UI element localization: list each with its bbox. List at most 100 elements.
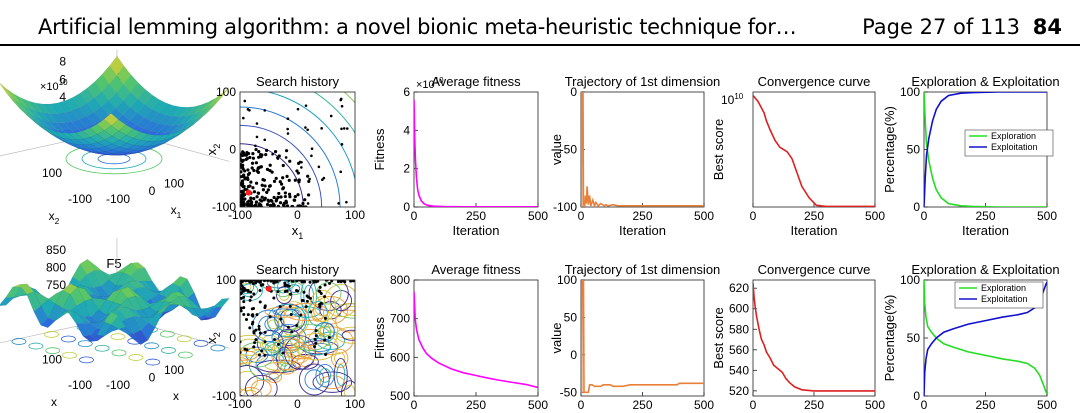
search-point: [305, 299, 309, 303]
search-point: [243, 99, 247, 103]
search-point: [287, 280, 291, 282]
search-point: [349, 280, 353, 283]
contour-line: [240, 355, 252, 367]
search-point: [266, 198, 270, 202]
series-line: [924, 92, 1047, 207]
search-point: [281, 351, 285, 355]
surface-patch: [214, 298, 230, 308]
x-tick-label: 100: [345, 397, 365, 411]
search-point: [255, 195, 259, 199]
y-tick-label: 50: [564, 310, 578, 324]
x-tick-label: 0: [578, 398, 585, 412]
contour-line: [327, 303, 355, 340]
search-point: [342, 127, 346, 130]
search-point: [297, 180, 301, 184]
search-point: [240, 280, 244, 284]
search-point: [252, 345, 256, 349]
contour-line: [144, 342, 159, 350]
y-tick-label: 620: [729, 281, 749, 295]
search-point: [257, 202, 261, 206]
search-point: [287, 284, 291, 288]
chart-title: Average fitness: [431, 74, 521, 89]
search-point: [261, 177, 265, 182]
y-tick-label: 0: [229, 331, 236, 345]
contour-line: [145, 358, 161, 366]
contour-line: [304, 369, 325, 390]
search-point: [295, 169, 299, 173]
y-tick-label: 700: [390, 312, 410, 326]
search-point: [310, 154, 313, 158]
search-point: [345, 200, 348, 204]
chart-title: Search history: [256, 262, 340, 277]
search-point: [267, 184, 272, 188]
search-point: [240, 351, 242, 355]
search-point: [318, 285, 322, 289]
x-tick-label: 500: [694, 398, 714, 412]
x-tick-label: 250: [975, 398, 995, 412]
search-point: [283, 282, 287, 286]
z-tick-label: 750: [46, 278, 66, 292]
search-point: [285, 204, 290, 207]
search-point: [250, 322, 254, 326]
search-point: [246, 168, 250, 172]
legend-label: Exploitation: [991, 142, 1038, 152]
search-point: [339, 98, 342, 102]
search-point: [314, 329, 318, 333]
search-point: [256, 166, 260, 171]
search-point: [330, 280, 334, 283]
search-point: [265, 202, 270, 207]
search-point: [278, 180, 282, 184]
contour-line: [284, 335, 316, 370]
y-tick-label: -100: [553, 200, 577, 214]
search-point: [258, 300, 262, 304]
search-point: [262, 280, 266, 283]
surface-patch: [0, 296, 14, 306]
contour-line: [61, 335, 76, 343]
search-point: [242, 295, 246, 299]
y-tick-label: 2: [403, 162, 410, 176]
contour-line: [265, 370, 283, 383]
search-point: [251, 205, 255, 207]
y-axis-label: Percentage(%): [882, 106, 897, 193]
search-point: [317, 165, 321, 169]
x-tick-label: 500: [865, 398, 885, 412]
search-point: [288, 292, 292, 296]
contour-line: [335, 303, 355, 319]
search-point: [251, 152, 255, 156]
chart-title: Search history: [256, 74, 340, 89]
contour-line: [161, 347, 176, 354]
search-point: [241, 150, 245, 154]
plot-frame: [413, 91, 539, 208]
contour-line: [250, 379, 272, 396]
search-point: [283, 191, 287, 195]
search-point: [286, 325, 290, 329]
x-tick-label: 250: [804, 209, 824, 223]
search-point: [263, 109, 267, 112]
search-point: [248, 298, 252, 302]
contour-line: [11, 338, 27, 345]
x-tick-label: -100: [68, 378, 92, 392]
contour-line: [303, 337, 331, 356]
contour-line: [240, 334, 268, 356]
search-point: [242, 306, 246, 310]
search-point: [254, 200, 259, 204]
plot-frame: [752, 279, 876, 397]
search-point: [301, 280, 305, 283]
contour-line: [315, 363, 335, 387]
search-point: [272, 195, 276, 200]
search-point: [253, 341, 257, 345]
search-point: [263, 304, 267, 308]
search-point: [263, 196, 267, 200]
y-tick-label: 600: [729, 302, 749, 316]
x-tick-label: 0: [750, 398, 757, 412]
search-point: [324, 352, 328, 356]
search-point: [248, 109, 251, 112]
contour-line: [77, 340, 93, 348]
y-tick-label: -50: [560, 385, 578, 399]
x-axis-label: Iteration: [619, 223, 666, 238]
contour-line: [193, 339, 209, 347]
plot-frame: [580, 279, 705, 397]
x-tick-label: 250: [632, 209, 652, 223]
contour-line: [159, 330, 175, 338]
